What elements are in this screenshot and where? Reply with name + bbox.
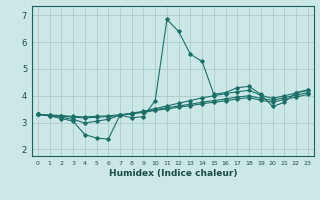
X-axis label: Humidex (Indice chaleur): Humidex (Indice chaleur): [108, 169, 237, 178]
